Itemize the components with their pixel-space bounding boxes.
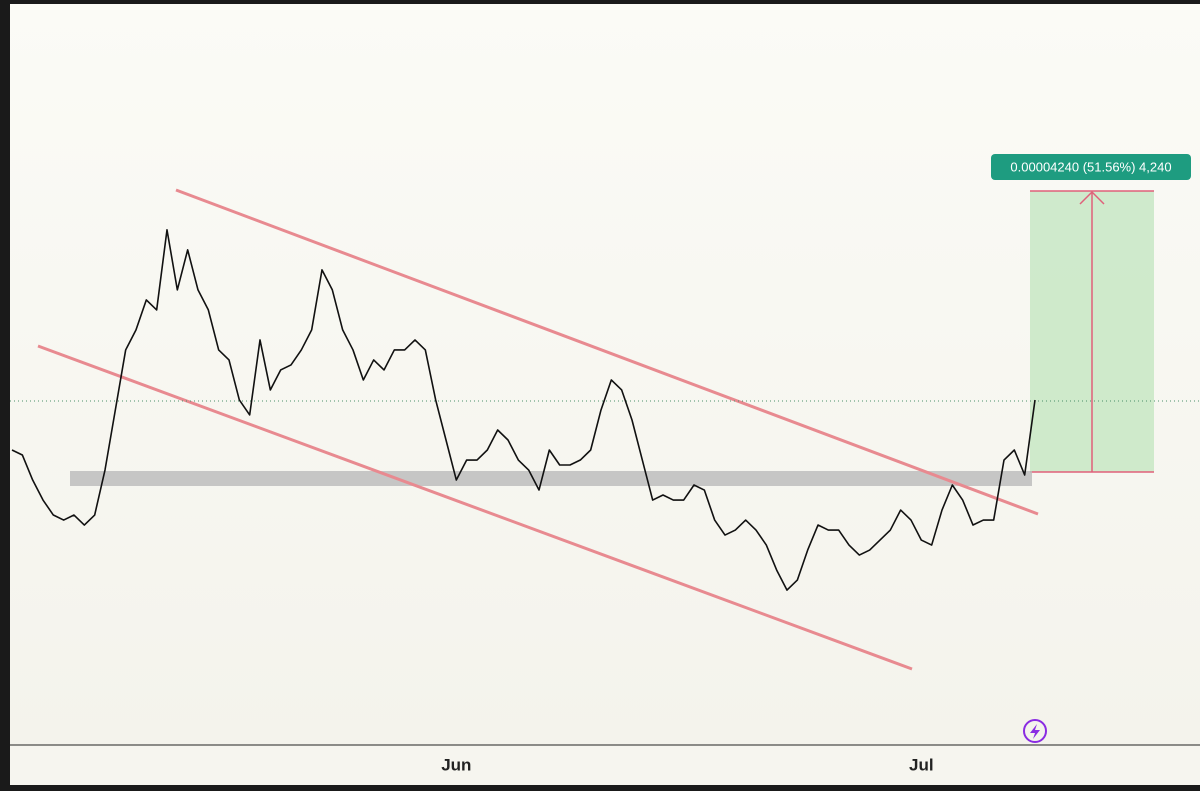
x-tick-label: Jun (441, 755, 471, 774)
measure-label: 0.00004240 (51.56%) 4,240 (1010, 159, 1171, 174)
measure-arrowhead (1079, 190, 1105, 205)
plot-background (10, 4, 1200, 745)
support-zone (70, 471, 1032, 486)
channel-lower (37, 344, 913, 671)
lightning-icon[interactable] (1023, 719, 1047, 743)
left-frame (0, 0, 10, 791)
price-line-series (11, 229, 1036, 591)
lightning-bolt (1030, 724, 1040, 739)
measure-label-box (991, 154, 1191, 180)
bottom-frame (0, 785, 1200, 791)
x-axis-background (10, 745, 1200, 785)
channel-upper (175, 188, 1039, 516)
x-tick-label: Jul (909, 755, 934, 774)
